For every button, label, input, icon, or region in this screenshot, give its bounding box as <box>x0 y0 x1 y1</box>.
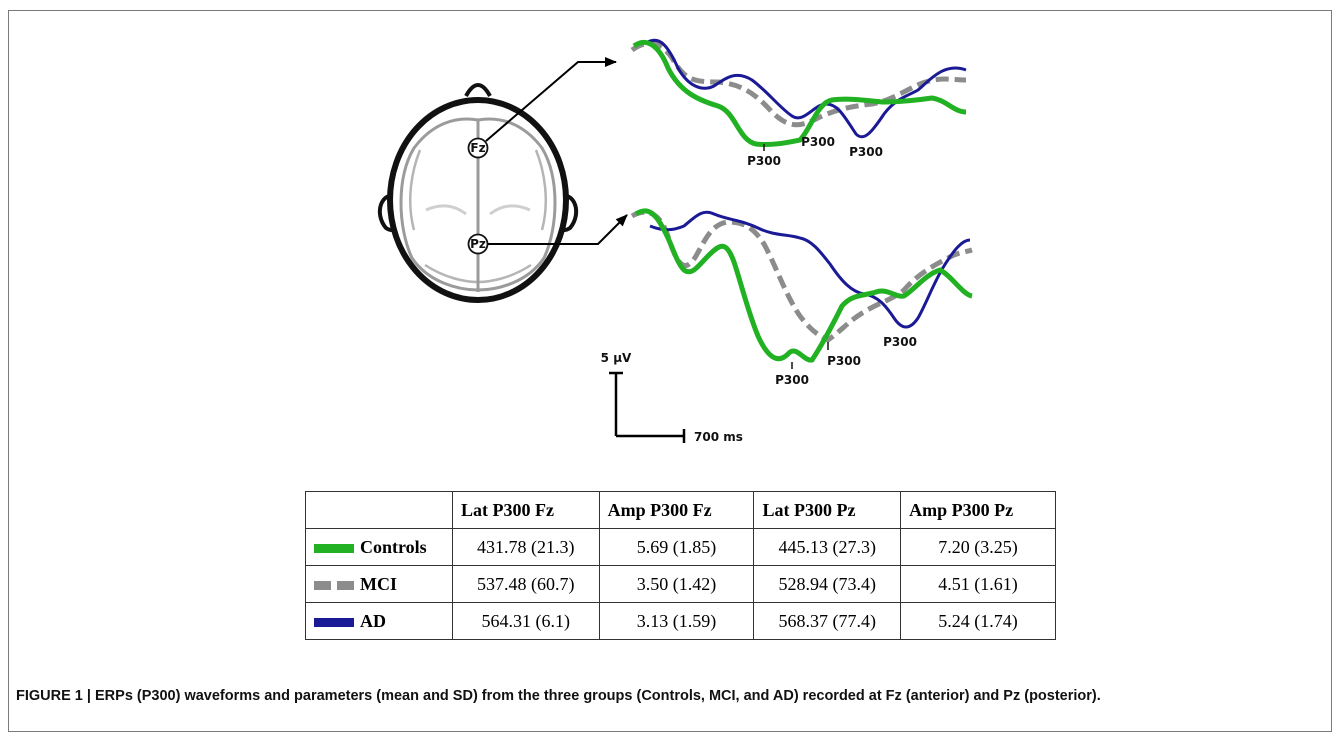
mci-legend-swatch <box>314 580 354 590</box>
table-row-ad: AD 564.31 (6.1) 3.13 (1.59) 568.37 (77.4… <box>305 602 1056 640</box>
table-cell: 5.24 (1.74) <box>900 602 1056 640</box>
group-cell-mci: MCI <box>305 565 453 603</box>
ad-legend-swatch <box>314 617 354 627</box>
table-header-lat-pz: Lat P300 Pz <box>753 491 902 529</box>
fz-waveforms: P300 P300 P300 <box>630 38 967 168</box>
electrode-pz-label: Pz <box>470 237 486 251</box>
figure-caption-label: FIGURE 1 | <box>16 688 95 704</box>
table-cell: 7.20 (3.25) <box>900 528 1056 566</box>
scale-amplitude-label: 5 µV <box>601 351 632 365</box>
scale-time-label: 700 ms <box>694 430 743 444</box>
table-cell: 528.94 (73.4) <box>753 565 902 603</box>
pz-arrow <box>488 214 628 245</box>
group-cell-controls: Controls <box>305 528 453 566</box>
pz-ad-waveform <box>649 210 971 329</box>
table-header-empty <box>305 491 453 529</box>
electrode-fz: Fz <box>467 137 489 159</box>
table-row-mci: MCI 537.48 (60.7) 3.50 (1.42) 528.94 (73… <box>305 565 1056 603</box>
fz-controls-waveform <box>632 39 967 147</box>
fz-mci-peak: P300 <box>801 135 835 149</box>
figure-caption-text: ERPs (P300) waveforms and parameters (me… <box>95 688 1101 704</box>
table-cell: 4.51 (1.61) <box>900 565 1056 603</box>
table-header-amp-pz: Amp P300 Pz <box>900 491 1056 529</box>
head-diagram <box>377 83 579 303</box>
pz-ad-peak-label: P300 <box>883 335 917 349</box>
pz-controls-peak-label: P300 <box>775 373 809 387</box>
table-row-controls: Controls 431.78 (21.3) 5.69 (1.85) 445.1… <box>305 528 1056 566</box>
table-cell: 445.13 (27.3) <box>753 528 902 566</box>
table-cell: 3.13 (1.59) <box>598 602 755 640</box>
pz-mci-waveform <box>630 209 973 343</box>
group-label-mci: MCI <box>360 573 397 594</box>
fz-mci-waveform <box>630 40 967 128</box>
table-cell: 564.31 (6.1) <box>452 602 600 640</box>
table-header-amp-fz: Amp P300 Fz <box>598 491 755 529</box>
controls-legend-swatch <box>314 543 354 553</box>
pz-mci-peak-label: P300 <box>827 354 861 368</box>
pz-ad-peak: P300 <box>883 335 917 349</box>
table-header-row: Lat P300 Fz Amp P300 Fz Lat P300 Pz Amp … <box>305 491 1056 529</box>
p300-parameters-table: Lat P300 Fz Amp P300 Fz Lat P300 Pz Amp … <box>305 491 1056 640</box>
fz-controls-peak: P300 <box>747 144 781 168</box>
fz-ad-peak-label: P300 <box>849 145 883 159</box>
fz-ad-waveform <box>647 38 967 139</box>
group-label-ad: AD <box>360 610 386 631</box>
group-cell-ad: AD <box>305 602 453 640</box>
table-cell: 537.48 (60.7) <box>452 565 600 603</box>
table-cell: 568.37 (77.4) <box>753 602 902 640</box>
fz-arrow <box>485 57 617 142</box>
electrode-fz-label: Fz <box>470 141 485 155</box>
fz-mci-peak-label: P300 <box>801 135 835 149</box>
central-sulcus <box>425 204 531 216</box>
nose <box>464 83 492 98</box>
fz-controls-peak-label: P300 <box>747 154 781 168</box>
electrode-pz: Pz <box>467 233 489 255</box>
table-cell: 431.78 (21.3) <box>452 528 600 566</box>
pz-controls-waveform <box>634 208 973 363</box>
figure-caption: FIGURE 1 | ERPs (P300) waveforms and par… <box>16 686 1316 706</box>
table-header-lat-fz: Lat P300 Fz <box>452 491 600 529</box>
fz-ad-peak: P300 <box>849 145 883 159</box>
pz-waveforms: P300 P300 P300 <box>630 208 973 387</box>
group-label-controls: Controls <box>360 536 427 557</box>
scale-bar: 5 µV 700 ms <box>601 351 743 444</box>
pz-controls-peak: P300 <box>775 362 809 387</box>
table-cell: 5.69 (1.85) <box>598 528 755 566</box>
table-cell: 3.50 (1.42) <box>598 565 755 603</box>
pz-mci-peak: P300 <box>827 342 861 368</box>
